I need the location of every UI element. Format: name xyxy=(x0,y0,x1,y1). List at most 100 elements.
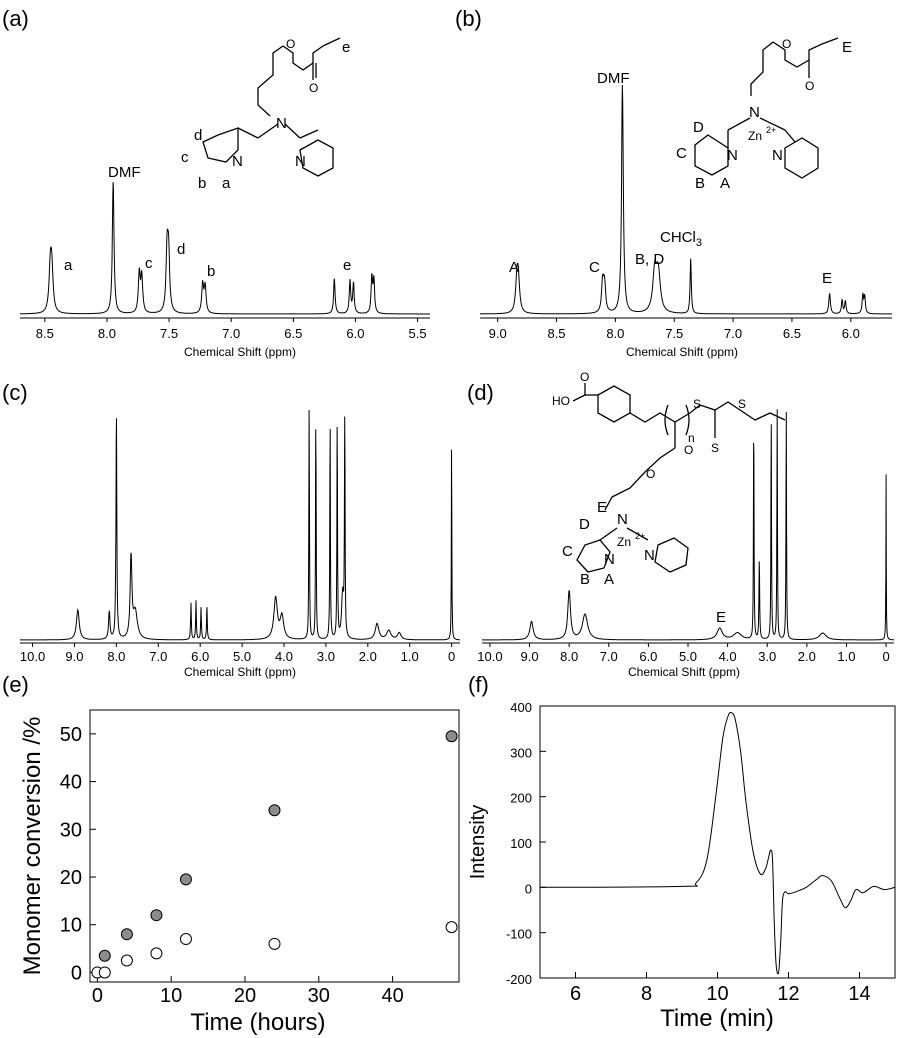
x-tick-label-b: 9.0 xyxy=(489,326,507,341)
struct-b-label-A: A xyxy=(720,175,730,192)
struct-b-chain-1 xyxy=(772,41,810,68)
struct-d-label-A: A xyxy=(604,571,614,588)
struct-d-bracket-right xyxy=(685,404,690,436)
struct-b-zn-charge: 2+ xyxy=(766,125,776,135)
struct-d-n-subscript: n xyxy=(688,431,695,445)
struct-a-n-pyridine-left: N xyxy=(232,153,243,170)
struct-a-label-b: b xyxy=(198,175,206,192)
panel-e-conversion-scatter: (e) 0 10 20 30 40 0 10 20 30 40 50 Time (hours) Mo… xyxy=(2,672,460,1036)
x-tick-label-c: 9.0 xyxy=(65,649,83,664)
struct-a-chain-2 xyxy=(312,45,324,63)
panel-d-nmr-spectrum: (d) HO O n S S S O O E N Zn 2+ xyxy=(467,370,894,679)
panel-f-label: (f) xyxy=(468,672,489,697)
struct-d-o-ester: O xyxy=(646,467,655,481)
struct-d-propyl xyxy=(604,447,676,511)
struct-a-vinyl xyxy=(322,37,341,47)
x-tick-label-d: 8.0 xyxy=(560,649,578,664)
struct-d-zn: Zn xyxy=(617,535,631,549)
struct-a-pyridine-left xyxy=(202,127,239,163)
x-tick-label-a: 7.0 xyxy=(222,326,240,341)
x-tick-label-f: 14 xyxy=(848,983,870,1005)
data-point-open xyxy=(268,937,281,950)
x-axis-title-c: Chemical Shift (ppm) xyxy=(184,665,296,679)
x-tick-label-c: 5.0 xyxy=(233,649,251,664)
plot-frame-f xyxy=(539,705,896,979)
y-tick-label-e: 0 xyxy=(71,962,82,984)
x-tick-label-f: 8 xyxy=(641,983,652,1005)
struct-b-n-pyridine-left: N xyxy=(727,147,738,164)
struct-d-n-right xyxy=(626,527,649,541)
x-tick-label-d: 3.0 xyxy=(758,649,776,664)
x-tick-label-e: 10 xyxy=(160,985,182,1007)
x-axis-title-e: Time (hours) xyxy=(190,1009,325,1036)
y-tick-label-f: -100 xyxy=(506,927,532,942)
struct-d-bracket-left xyxy=(664,404,669,436)
struct-d-backbone xyxy=(629,412,691,423)
panel-c-nmr-spectrum: (c) 10.0 9.0 8.0 7.0 6.0 5.0 4.0 3.0 2.0 1.0 0 Che… xyxy=(2,380,460,679)
x-tick-label-e: 40 xyxy=(381,985,403,1007)
struct-d-o-acid: O xyxy=(580,370,589,384)
struct-a-n-pyridine-right: N xyxy=(295,153,306,170)
data-point-filled xyxy=(150,909,163,922)
struct-b-n-pyridine-right: N xyxy=(772,147,783,164)
y-tick-label-e: 40 xyxy=(60,772,82,794)
peak-label-E-d: E xyxy=(716,609,726,626)
x-tick-label-e: 20 xyxy=(234,985,256,1007)
gpc-trace-f xyxy=(539,711,896,975)
x-tick-label-c: 4.0 xyxy=(275,649,293,664)
struct-b-o-ester: O xyxy=(782,37,791,51)
struct-d-label-D: D xyxy=(579,516,590,533)
x-tick-label-d: 1.0 xyxy=(837,649,855,664)
y-tick-label-e: 50 xyxy=(60,724,82,746)
struct-a-n-amine: N xyxy=(276,115,287,132)
data-point-filled xyxy=(179,873,192,886)
peak-label-b: b xyxy=(207,263,215,280)
struct-b-propyl xyxy=(750,41,774,96)
peak-label-a: a xyxy=(64,257,73,274)
x-tick-label-d: 4.0 xyxy=(719,649,737,664)
struct-a-chain-1 xyxy=(282,45,314,71)
struct-d-pyridine-left xyxy=(576,539,611,573)
x-tick-label-c: 6.0 xyxy=(191,649,209,664)
x-axis-title-f: Time (min) xyxy=(660,1005,774,1032)
y-tick-label-e: 10 xyxy=(60,915,82,937)
struct-d-zn-charge: 2+ xyxy=(635,531,645,541)
x-tick-label-f: 6 xyxy=(570,983,581,1005)
struct-b-n-amine: N xyxy=(749,104,760,121)
data-point-open xyxy=(120,954,133,967)
struct-d-n-pyridine-right: N xyxy=(644,547,655,564)
panel-c-label: (c) xyxy=(2,380,28,405)
struct-d-n-amine: N xyxy=(617,511,628,528)
peak-label-d: d xyxy=(177,241,185,258)
x-tick-label-d: 0 xyxy=(882,649,889,664)
struct-b-zn: Zn xyxy=(748,129,762,143)
x-tick-label-a: 6.0 xyxy=(346,326,364,341)
struct-d-o-ester-c: O xyxy=(684,443,693,457)
data-points-e xyxy=(91,730,458,979)
struct-b-chain-2 xyxy=(808,43,823,60)
y-tick-label-e: 30 xyxy=(60,819,82,841)
spectrum-trace-c xyxy=(20,409,460,641)
struct-a-propyl xyxy=(257,45,284,117)
x-ticks-a: 8.5 8.0 7.5 7.0 6.5 6.0 5.5 xyxy=(36,318,427,341)
peak-label-e: e xyxy=(343,257,351,274)
y-axis-title-f: Intensity xyxy=(467,805,489,879)
struct-b-n-right xyxy=(759,117,786,131)
peak-label-c: c xyxy=(145,255,153,272)
y-axis-title-e: Monomer conversion /% xyxy=(19,717,46,976)
struct-a-label-e: e xyxy=(342,39,350,56)
struct-a-pyridine-right xyxy=(299,139,334,177)
struct-a-ch2-left xyxy=(237,127,259,139)
x-tick-label-e: 30 xyxy=(308,985,330,1007)
struct-b-label-B: B xyxy=(695,175,705,192)
chcl3-main: CHCl xyxy=(660,229,696,246)
x-tick-label-b: 7.5 xyxy=(665,326,683,341)
y-tick-label-f: 300 xyxy=(510,745,532,760)
struct-b-ch2-right xyxy=(784,129,796,143)
plot-frame-e xyxy=(89,709,460,983)
panel-a-nmr-spectrum: (a) O O e N N N d c b a DMF a c xyxy=(2,6,430,359)
peak-label-BD: B, D xyxy=(635,251,664,268)
data-point-open xyxy=(98,966,111,979)
struct-d-s3: S xyxy=(711,441,719,455)
